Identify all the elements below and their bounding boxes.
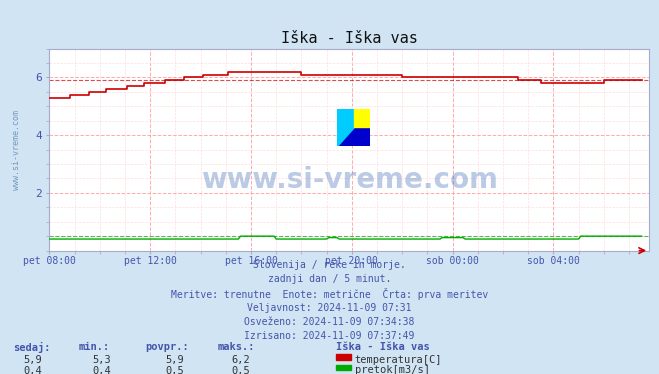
Text: www.si-vreme.com: www.si-vreme.com xyxy=(201,166,498,194)
Text: pretok[m3/s]: pretok[m3/s] xyxy=(355,365,430,374)
Text: 5,9: 5,9 xyxy=(24,355,42,365)
Text: maks.:: maks.: xyxy=(217,342,255,352)
Text: 5,3: 5,3 xyxy=(93,355,111,365)
Text: 0,4: 0,4 xyxy=(24,366,42,374)
Text: 6,2: 6,2 xyxy=(231,355,250,365)
Text: Osveženo: 2024-11-09 07:34:38: Osveženo: 2024-11-09 07:34:38 xyxy=(244,317,415,327)
Text: min.:: min.: xyxy=(79,342,110,352)
Text: povpr.:: povpr.: xyxy=(145,342,188,352)
Text: Meritve: trenutne  Enote: metrične  Črta: prva meritev: Meritve: trenutne Enote: metrične Črta: … xyxy=(171,288,488,300)
Text: Slovenija / reke in morje.: Slovenija / reke in morje. xyxy=(253,260,406,270)
Text: 0,4: 0,4 xyxy=(93,366,111,374)
Text: Izrisano: 2024-11-09 07:37:49: Izrisano: 2024-11-09 07:37:49 xyxy=(244,331,415,341)
Text: www.si-vreme.com: www.si-vreme.com xyxy=(12,110,21,190)
Title: Iška - Iška vas: Iška - Iška vas xyxy=(281,31,418,46)
Text: 0,5: 0,5 xyxy=(165,366,184,374)
Text: 0,5: 0,5 xyxy=(231,366,250,374)
Text: zadnji dan / 5 minut.: zadnji dan / 5 minut. xyxy=(268,274,391,284)
Text: temperatura[C]: temperatura[C] xyxy=(355,355,442,365)
Text: sedaj:: sedaj: xyxy=(13,342,51,353)
Text: 5,9: 5,9 xyxy=(165,355,184,365)
Text: Iška - Iška vas: Iška - Iška vas xyxy=(336,342,430,352)
Text: Veljavnost: 2024-11-09 07:31: Veljavnost: 2024-11-09 07:31 xyxy=(247,303,412,313)
